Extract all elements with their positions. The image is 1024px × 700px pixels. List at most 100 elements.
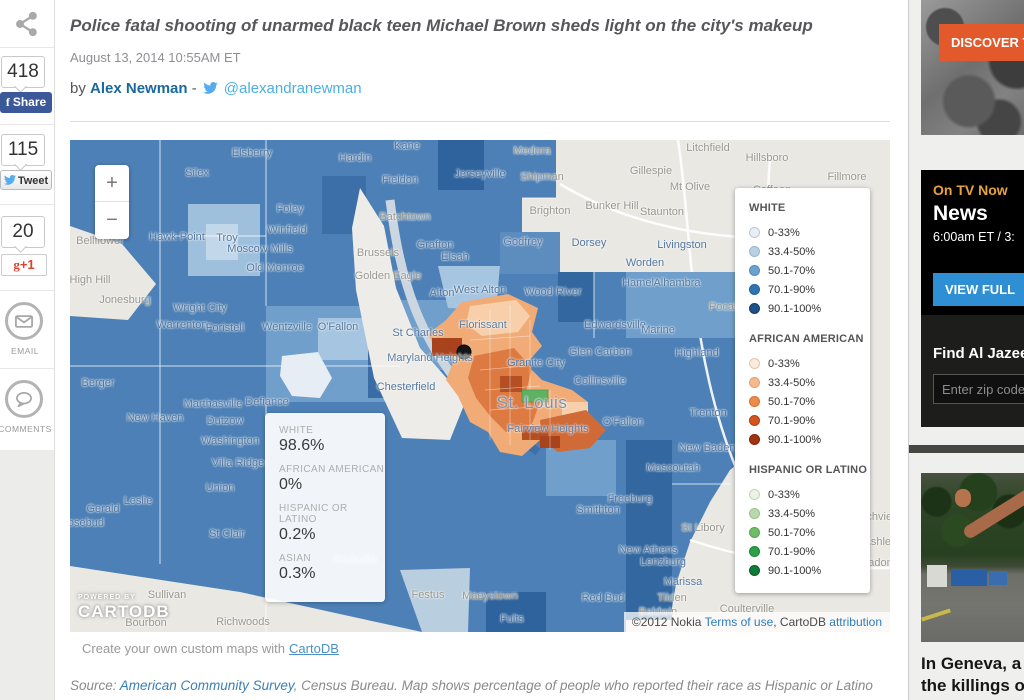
tooltip-label: HISPANIC OR LATINO	[279, 503, 348, 525]
legend-item-label: 33.4-50%	[768, 507, 816, 520]
envelope-icon	[15, 314, 33, 328]
comments-button[interactable]	[5, 380, 43, 418]
cartodb-link[interactable]: CartoDB	[289, 641, 339, 656]
tv-kicker: On TV Now	[933, 182, 1008, 198]
tooltip-row: ASIAN 0.3%	[279, 553, 385, 583]
share-rail: 418 f Share 115 Tweet 20 g+1 EMAIL	[0, 0, 55, 700]
channel-finder-title: Find Al Jazee	[933, 345, 1024, 362]
legend-swatch	[749, 396, 760, 407]
gplus-icon: g	[13, 257, 20, 272]
legend-item-label: 90.1-100%	[768, 564, 822, 577]
map-caption: Create your own custom maps with CartoDB	[82, 641, 339, 656]
legend-item-label: 50.1-70%	[768, 395, 816, 408]
email-button[interactable]	[5, 302, 43, 340]
ad-cta-button[interactable]: DISCOVER TH	[939, 24, 1024, 61]
facebook-share-count: 418	[1, 56, 45, 88]
view-full-button[interactable]: VIEW FULL	[933, 273, 1024, 306]
cartodb-logo[interactable]: POWERED BY CARTODB	[78, 594, 170, 621]
legend-item: 33.4-50%	[749, 242, 870, 261]
tooltip-value: 0.2%	[279, 526, 316, 543]
legend-item-label: 50.1-70%	[768, 526, 816, 539]
rail-footer	[0, 450, 54, 700]
attribution-link[interactable]: attribution	[829, 615, 882, 629]
tooltip-row: WHITE 98.6%	[279, 425, 385, 455]
tooltip-row: HISPANIC OR LATINO 0.2%	[279, 503, 385, 544]
tweet-button[interactable]: Tweet	[0, 170, 52, 190]
legend-swatch	[749, 434, 760, 445]
legend-item: 33.4-50%	[749, 373, 870, 392]
article-date: August 13, 2014 10:55AM ET	[70, 50, 241, 65]
legend-swatch	[749, 358, 760, 369]
map-zoom-control: + −	[95, 165, 129, 239]
blue-dumpster-2	[989, 571, 1007, 585]
white-container	[927, 565, 947, 587]
legend-item: 50.1-70%	[749, 523, 870, 542]
author-link[interactable]: Alex Newman	[90, 80, 188, 97]
legend-item-label: 90.1-100%	[768, 433, 822, 446]
legend-section-title: HISPANIC OR LATINO	[749, 464, 868, 476]
legend-item-label: 70.1-90%	[768, 414, 816, 427]
map-tooltip-rows: WHITE 98.6% AFRICAN AMERICAN 0% HISPANIC OR …	[279, 425, 385, 583]
hand	[955, 489, 971, 507]
headline-line-1[interactable]: In Geneva, a	[921, 654, 1022, 673]
tooltip-value: 0.3%	[279, 565, 316, 582]
legend-swatch	[749, 415, 760, 426]
twitter-handle-link[interactable]: @alexandranewman	[223, 80, 362, 97]
comments-label: COMMENTS	[0, 424, 52, 434]
byline-separator: -	[191, 80, 197, 97]
curb-marking	[921, 608, 951, 622]
legend-swatch	[749, 303, 760, 314]
tv-show-time: 6:00am ET / 3:	[933, 230, 1015, 244]
zoom-out-button[interactable]: −	[106, 209, 118, 231]
legend-swatch	[749, 546, 760, 557]
legend-item-label: 70.1-90%	[768, 283, 816, 296]
legend-item: 70.1-90%	[749, 280, 870, 299]
headline-line-2[interactable]: the killings o	[921, 676, 1024, 696]
header-rule	[70, 121, 890, 122]
acs-link[interactable]: American Community Survey	[119, 678, 294, 693]
email-label: EMAIL	[10, 346, 39, 356]
legend-section-title: WHITE	[749, 202, 786, 214]
source-line: Source: American Community Survey, Censu…	[70, 676, 890, 700]
legend-item: 90.1-100%	[749, 299, 870, 318]
legend-item: 0-33%	[749, 485, 870, 504]
related-story-headline[interactable]: In Geneva, a the killings o	[921, 653, 1024, 697]
legend-item: 50.1-70%	[749, 392, 870, 411]
legend-sections: WHITE 0-33% 33.4-50% 50.1-70% 70.1-90% 90.1-1…	[749, 202, 870, 580]
map-attribution: ©2012 Nokia Terms of use, CartoDB attrib…	[623, 612, 890, 632]
right-sidebar: DISCOVER TH On TV Now News 6:00am ET / 3…	[908, 0, 1024, 700]
legend-swatch	[749, 246, 760, 257]
attribution-middle: , CartoDB	[773, 615, 826, 629]
legend-item: 90.1-100%	[749, 430, 870, 449]
legend-item-label: 50.1-70%	[768, 264, 816, 277]
byline: by Alex Newman - @alexandranewman	[70, 80, 362, 97]
twitter-bird-icon	[203, 80, 222, 96]
legend-item: 70.1-90%	[749, 411, 870, 430]
nokia-copyright: ©2012 Nokia	[631, 615, 702, 629]
zoom-in-button[interactable]: +	[95, 165, 129, 202]
article-title: Police fatal shooting of unarmed black t…	[70, 16, 813, 35]
legend-item: 33.4-50%	[749, 504, 870, 523]
legend-swatch	[749, 508, 760, 519]
article-thumbnail[interactable]	[921, 473, 1024, 642]
divider	[0, 290, 54, 291]
legend-item-label: 70.1-90%	[768, 545, 816, 558]
legend-swatch	[749, 527, 760, 538]
share-icon[interactable]	[13, 10, 41, 43]
advertisement[interactable]: DISCOVER TH	[921, 0, 1024, 135]
facebook-share-button[interactable]: f Share	[0, 92, 52, 113]
divider	[0, 368, 54, 369]
facebook-icon: f	[5, 95, 10, 109]
speech-bubble-icon	[16, 391, 32, 407]
legend-swatch	[749, 377, 760, 388]
tv-show-title: News	[933, 202, 988, 225]
map[interactable]: Elsberry Silex Kane Medora Hardin Fieldon Jers…	[70, 140, 890, 632]
legend-swatch	[749, 489, 760, 500]
gplus-button[interactable]: g+1	[1, 254, 47, 276]
terms-of-use-link[interactable]: Terms of use	[704, 615, 774, 629]
legend-section-title: AFRICAN AMERICAN	[749, 333, 864, 345]
source-rest: , Census Bureau. Map shows percentage of…	[70, 678, 873, 700]
zip-code-input[interactable]	[933, 374, 1024, 404]
tooltip-value: 98.6%	[279, 437, 325, 454]
